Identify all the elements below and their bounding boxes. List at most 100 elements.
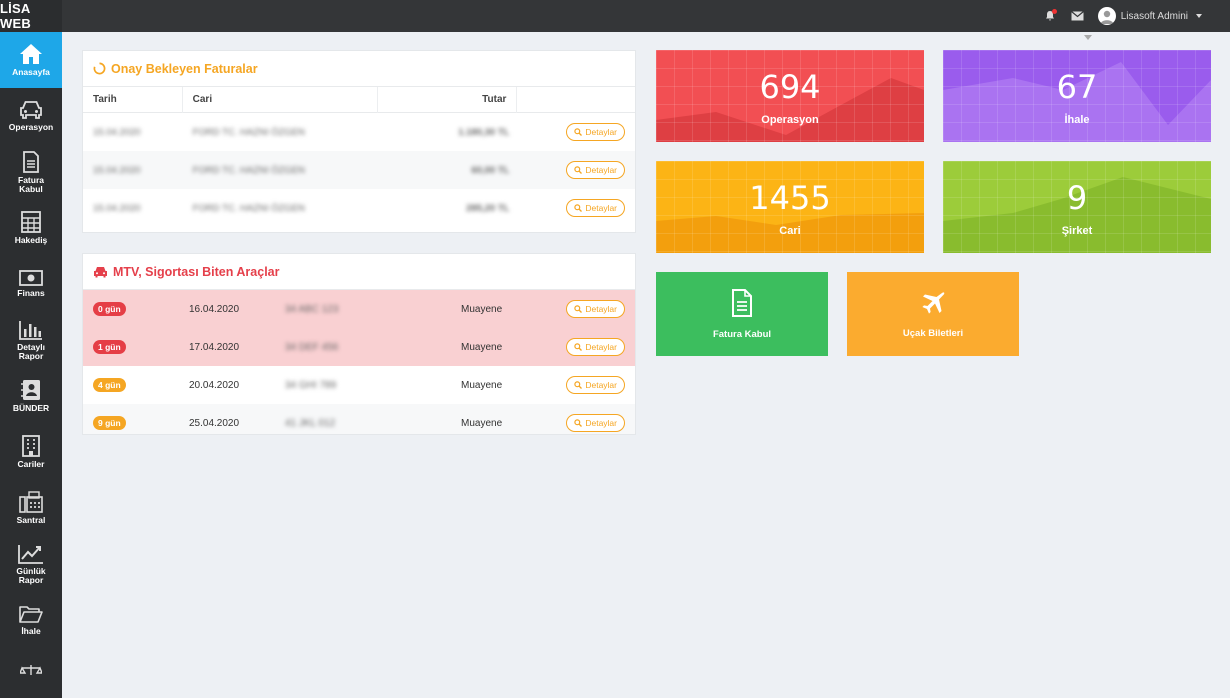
vehicle-action-cell: Detaylar (541, 414, 635, 432)
invoice-date: 15.04.2020 (93, 164, 141, 176)
stat-value: 1455 (749, 179, 831, 217)
line-chart-icon (18, 544, 43, 564)
details-button[interactable]: Detaylar (566, 300, 625, 318)
stat-value: 9 (1066, 179, 1088, 217)
days-badge: 9 gün (93, 415, 126, 430)
invoice-cari: FORD TC. HAZNI ÖZGEN (192, 164, 305, 176)
invoice-date: 15.04.2020 (93, 126, 141, 138)
sidebar-item-hakedis[interactable]: Hakediş (0, 200, 62, 256)
home-icon (20, 44, 42, 64)
tile-grid (943, 161, 1211, 253)
vehicle-plate: 34 DEF 456 (285, 341, 339, 353)
invoice-amount: 1.180,30 TL (458, 126, 510, 138)
document-icon (732, 288, 752, 317)
tile-background-graphic (656, 78, 924, 142)
user-menu[interactable]: Lisasoft Admini (1097, 7, 1202, 25)
stat-value: 67 (1056, 68, 1098, 106)
vehicle-plate: 41 JKL 012 (285, 417, 336, 429)
days-cell: 1 gün (83, 339, 189, 354)
pending-invoices-title: Onay Bekleyen Faturalar (111, 61, 258, 76)
invoice-action-cell: Detaylar (509, 199, 635, 217)
tile-grid (656, 161, 924, 253)
sidebar-item-scales[interactable] (0, 648, 62, 678)
car-icon (20, 101, 42, 119)
mail-icon[interactable] (1070, 8, 1086, 24)
spinner-icon (93, 62, 106, 75)
sidebar-item-operasyon[interactable]: Operasyon (0, 88, 62, 144)
stat-tile-operasyon[interactable]: 694 Operasyon (656, 50, 924, 142)
days-badge: 4 gün (93, 377, 126, 392)
expiring-vehicles-title: MTV, Sigortası Biten Araçlar (113, 264, 280, 279)
contact-book-icon (21, 380, 40, 400)
calculator-icon (21, 211, 41, 233)
stat-label: Cari (779, 225, 801, 237)
days-cell: 0 gün (83, 301, 189, 316)
vehicle-date: 25.04.2020 (189, 417, 240, 429)
sidebar-item-santral[interactable]: Santral (0, 480, 62, 536)
vehicle-type: Muayene (461, 417, 503, 429)
expiring-vehicles-header: MTV, Sigortası Biten Araçlar (83, 254, 635, 290)
vehicle-type: Muayene (461, 379, 503, 391)
plane-icon (922, 291, 945, 314)
fax-icon (19, 491, 43, 513)
details-button[interactable]: Detaylar (566, 199, 626, 217)
search-icon (574, 305, 583, 313)
invoice-action-cell: Detaylar (509, 161, 635, 179)
vehicle-action-cell: Detaylar (541, 338, 635, 356)
col-cari[interactable]: Cari (183, 86, 378, 113)
vehicle-date: 17.04.2020 (189, 341, 240, 353)
bell-icon[interactable] (1042, 8, 1058, 24)
sidebar-item-cariler[interactable]: Cariler (0, 424, 62, 480)
tile-background-graphic (656, 213, 924, 253)
sidebar-item-detayli-rapor[interactable]: Detaylı Rapor (0, 312, 62, 368)
sidebar-item-ihale[interactable]: İhale (0, 592, 62, 648)
stat-tile-ihale[interactable]: 67 İhale (943, 50, 1211, 142)
top-bar: LİSA WEB Lisasoft Admini (0, 0, 1230, 32)
table-row: 4 gün 20.04.2020 34 GHI 789 Muayene Deta… (83, 366, 635, 404)
invoice-amount: 285,20 TL (466, 202, 510, 214)
invoices-table-header: Tarih Cari Tutar (83, 86, 635, 113)
details-button[interactable]: Detaylar (566, 161, 626, 179)
sidebar-item-anasayfa[interactable]: Anasayfa (0, 32, 62, 88)
table-row: 15.04.2020 FORD TC. HAZNI ÖZGEN 60,00 TL… (83, 151, 635, 189)
chevron-down-icon (1196, 14, 1202, 18)
days-cell: 4 gün (83, 377, 189, 392)
tile-grid (656, 50, 924, 142)
sidebar-item-gunluk-rapor[interactable]: Günlük Rapor (0, 536, 62, 592)
ucak-biletleri-button[interactable]: Uçak Biletleri (847, 272, 1019, 356)
dropdown-arrow-icon (1084, 35, 1092, 40)
folder-icon (19, 606, 43, 623)
document-icon (23, 150, 39, 173)
invoice-cari: FORD TC. HAZNI ÖZGEN (192, 202, 305, 214)
details-button[interactable]: Detaylar (566, 123, 626, 141)
sidebar: Anasayfa Operasyon Fatura Kabul Hakediş … (0, 32, 62, 698)
search-icon (574, 128, 583, 136)
invoice-cari: FORD TC. HAZNI ÖZGEN (192, 126, 305, 138)
fatura-kabul-button[interactable]: Fatura Kabul (656, 272, 828, 356)
details-button[interactable]: Detaylar (566, 414, 625, 432)
table-row: 1 gün 17.04.2020 34 DEF 456 Muayene Deta… (83, 328, 635, 366)
stat-tile-cari[interactable]: 1455 Cari (656, 161, 924, 253)
sidebar-item-finans[interactable]: Finans (0, 256, 62, 312)
sidebar-item-bunder[interactable]: BÜNDER (0, 368, 62, 424)
search-icon (574, 381, 583, 389)
details-button[interactable]: Detaylar (566, 338, 625, 356)
col-tutar[interactable]: Tutar (378, 86, 518, 113)
building-icon (22, 435, 40, 457)
brand-logo[interactable]: LİSA WEB (0, 0, 62, 32)
tile-background-graphic (943, 62, 1211, 142)
stat-tile-sirket[interactable]: 9 Şirket (943, 161, 1211, 253)
search-icon (574, 343, 583, 351)
vehicle-date: 20.04.2020 (189, 379, 240, 391)
money-icon (19, 270, 43, 286)
avatar (1097, 7, 1116, 25)
col-tarih[interactable]: Tarih (83, 86, 183, 113)
col-actions (517, 87, 635, 113)
table-row: 0 gün 16.04.2020 34 ABC 123 Muayene Deta… (83, 290, 635, 328)
action-label: Fatura Kabul (712, 328, 772, 340)
top-bar-actions: Lisasoft Admini (1042, 0, 1202, 32)
search-icon (574, 419, 583, 427)
sidebar-item-fatura-kabul[interactable]: Fatura Kabul (0, 144, 62, 200)
stat-value: 694 (759, 68, 821, 106)
details-button[interactable]: Detaylar (566, 376, 625, 394)
